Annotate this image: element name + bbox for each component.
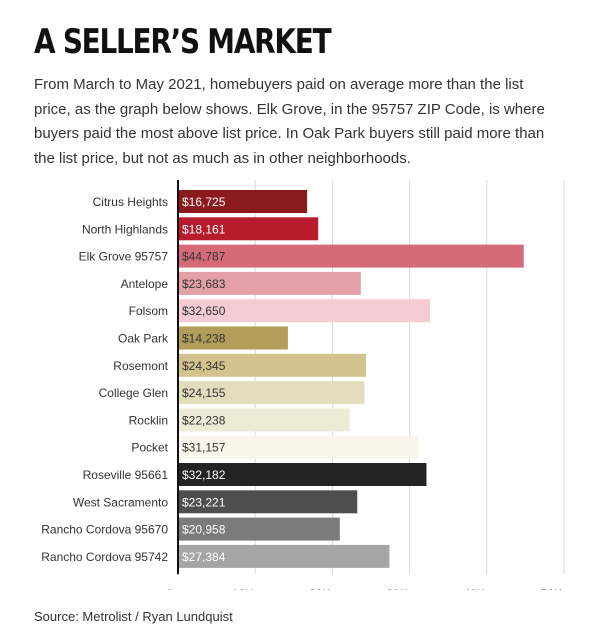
category-label: Rosemont: [113, 359, 168, 373]
bar: [178, 353, 366, 377]
x-tick-label: 40K: [463, 587, 484, 590]
bar: [178, 463, 427, 486]
category-label: College Glen: [99, 386, 168, 400]
bar-value-label: $32,182: [182, 468, 226, 482]
category-label: Citrus Heights: [93, 195, 168, 209]
bar-value-label: $24,345: [182, 359, 226, 373]
chart-title: A SELLER’S MARKET: [34, 22, 332, 62]
bar: [178, 490, 358, 514]
chart-subtitle: From March to May 2021, homebuyers paid …: [34, 76, 545, 167]
bar: [178, 435, 419, 459]
category-label: West Sacramento: [73, 495, 168, 509]
x-tick-label: 10K: [232, 587, 253, 590]
category-label: Pocket: [131, 441, 168, 455]
bar: [178, 217, 319, 241]
bar: [178, 408, 350, 432]
x-tick-label: 50K: [541, 587, 562, 590]
source-note: Source: Metrolist / Ryan Lundquist: [34, 609, 233, 624]
bar-value-label: $32,650: [182, 304, 226, 318]
category-label: Roseville 95661: [83, 468, 169, 482]
bar: [178, 544, 390, 568]
x-tick-label: 20K: [309, 587, 330, 590]
category-label: Rancho Cordova 95670: [41, 523, 168, 537]
bar-value-label: $23,221: [182, 495, 226, 509]
bar-value-label: $16,725: [182, 195, 226, 209]
bar-value-label: $24,155: [182, 386, 226, 400]
category-label: Folsom: [129, 304, 168, 318]
category-label: Rancho Cordova 95742: [41, 550, 168, 564]
category-label: Elk Grove 95757: [79, 250, 169, 264]
bar-value-label: $27,384: [182, 550, 226, 564]
bar: [178, 381, 365, 405]
bar: [178, 190, 308, 213]
bar-value-label: $22,238: [182, 413, 226, 427]
bar-value-label: $18,161: [182, 222, 226, 236]
bar-value-label: $14,238: [182, 332, 226, 346]
bar: [178, 271, 361, 295]
bar: [178, 517, 340, 541]
x-tick-label: 30K: [386, 587, 407, 590]
category-label: Rocklin: [129, 413, 168, 427]
category-label: Antelope: [121, 277, 169, 291]
bar: [178, 326, 288, 350]
category-label: Oak Park: [118, 332, 169, 346]
x-tick-label: 0: [167, 587, 174, 590]
bar-value-label: $23,683: [182, 277, 226, 291]
bar-value-label: $44,787: [182, 250, 226, 264]
bar: [178, 244, 524, 268]
bar-value-label: $20,958: [182, 523, 226, 537]
category-label: North Highlands: [82, 222, 168, 236]
bar: [178, 299, 431, 323]
bar-value-label: $31,157: [182, 441, 226, 455]
bar-chart: $16,725 Citrus Heights $18,161 North Highla…: [41, 180, 565, 590]
